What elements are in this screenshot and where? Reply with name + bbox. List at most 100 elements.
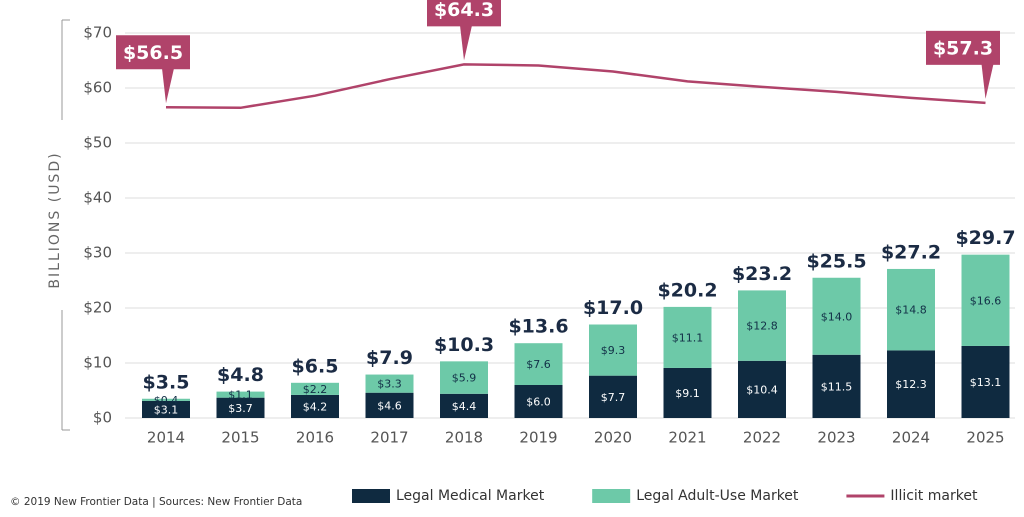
- y-tick-label: $20: [83, 299, 112, 317]
- bar-segment: [142, 398, 190, 401]
- y-tick-label: $0: [93, 409, 112, 427]
- bar-segment: [663, 367, 712, 418]
- bar-segment: [514, 385, 563, 418]
- y-tick-label: $10: [83, 354, 112, 372]
- total-label: $10.3: [434, 334, 494, 356]
- bar-segment: [812, 277, 861, 355]
- x-tick-label: 2023: [817, 429, 855, 447]
- y-tick-label: $60: [83, 79, 112, 97]
- bar-segment: [365, 374, 414, 393]
- data-label: $14.0: [821, 310, 853, 323]
- data-label: $4.6: [377, 399, 402, 412]
- total-label: $27.2: [881, 241, 941, 263]
- bar-segment: [142, 400, 190, 418]
- callout-label: $56.5: [123, 42, 183, 64]
- data-label: $3.1: [154, 403, 179, 416]
- data-label: $11.5: [821, 380, 853, 393]
- bar-segment: [961, 345, 1010, 418]
- x-tick-label: 2014: [147, 429, 185, 447]
- data-label: $7.7: [601, 391, 626, 404]
- callout: $57.3: [926, 30, 1000, 99]
- data-label: $12.3: [895, 378, 927, 391]
- bar-segment: [291, 394, 339, 418]
- bar-segment: [216, 397, 265, 418]
- x-tick-label: 2021: [668, 429, 706, 447]
- data-label: $4.4: [452, 400, 477, 413]
- total-label: $4.8: [217, 364, 264, 386]
- callout-pointer: [460, 25, 472, 61]
- bar-segment: [365, 392, 414, 418]
- callout-label: $64.3: [434, 0, 494, 21]
- data-label: $4.2: [303, 400, 328, 413]
- legend-label: Legal Adult-Use Market: [636, 488, 799, 504]
- bar-segment: [589, 324, 637, 376]
- bar-segment: [738, 360, 786, 418]
- callout: $64.3: [427, 0, 501, 61]
- line: [165, 63, 986, 110]
- y-tick-label: $50: [83, 134, 112, 152]
- bar-segment: [738, 290, 786, 361]
- y-tick-label: $70: [83, 24, 112, 42]
- bar-segment: [514, 343, 563, 385]
- data-label: $6.0: [526, 396, 551, 409]
- bar-segment: [887, 350, 935, 418]
- data-label: $7.6: [526, 358, 551, 371]
- bar-segment: [589, 375, 637, 418]
- total-label: $20.2: [657, 279, 717, 301]
- total-label: $29.7: [955, 227, 1015, 249]
- callout-label: $57.3: [933, 37, 993, 59]
- total-label: $3.5: [143, 371, 190, 393]
- bar-segment: [961, 254, 1010, 346]
- y-axis-label: BILLIONS (USD): [47, 151, 63, 288]
- callout-box: [116, 35, 190, 70]
- bar-segment: [440, 361, 488, 394]
- x-tick-label: 2024: [892, 429, 930, 447]
- data-label: $3.3: [377, 378, 402, 391]
- data-label: $1.1: [228, 389, 253, 402]
- y-tick-label: $30: [83, 244, 112, 262]
- y-tick-label: $40: [83, 189, 112, 207]
- data-label: $12.8: [746, 320, 778, 333]
- data-label: $2.2: [303, 383, 328, 396]
- callout-box: [926, 30, 1000, 65]
- data-label: $10.4: [746, 383, 778, 396]
- total-label: $7.9: [366, 347, 413, 369]
- bar-segment: [887, 268, 935, 351]
- x-tick-label: 2025: [966, 429, 1004, 447]
- data-label: $9.3: [601, 344, 626, 357]
- total-label: $23.2: [732, 263, 792, 285]
- x-tick-label: 2015: [221, 429, 259, 447]
- total-label: $17.0: [583, 297, 643, 319]
- x-tick-label: 2022: [743, 429, 781, 447]
- bar-segment: [440, 393, 488, 418]
- total-label: $6.5: [292, 355, 339, 377]
- legend-swatch: [352, 489, 390, 503]
- x-tick-label: 2018: [445, 429, 483, 447]
- x-tick-label: 2019: [519, 429, 557, 447]
- legend-swatch: [592, 489, 631, 503]
- bar-segment: [291, 382, 339, 395]
- footnote: © 2019 New Frontier Data | Sources: New …: [10, 496, 302, 508]
- total-label: $13.6: [508, 316, 568, 338]
- callout-box: [427, 0, 501, 27]
- data-label: $5.9: [452, 372, 477, 385]
- data-label: $0.4: [154, 394, 179, 407]
- x-tick-label: 2017: [370, 429, 408, 447]
- data-label: $13.1: [970, 376, 1002, 389]
- bar-segment: [663, 306, 712, 368]
- x-tick-label: 2016: [296, 429, 334, 447]
- callout: $56.5: [116, 35, 190, 104]
- legend-label: Illicit market: [890, 488, 978, 504]
- x-tick-label: 2020: [594, 429, 632, 447]
- data-label: $16.6: [970, 294, 1002, 307]
- legend-label: Legal Medical Market: [396, 488, 545, 504]
- bar-segment: [812, 354, 861, 418]
- total-label: $25.5: [806, 250, 866, 272]
- callout-pointer: [981, 63, 994, 99]
- data-label: $11.1: [672, 331, 704, 344]
- data-label: $9.1: [675, 387, 700, 400]
- bar-segment: [216, 391, 265, 398]
- callout-pointer: [162, 68, 174, 104]
